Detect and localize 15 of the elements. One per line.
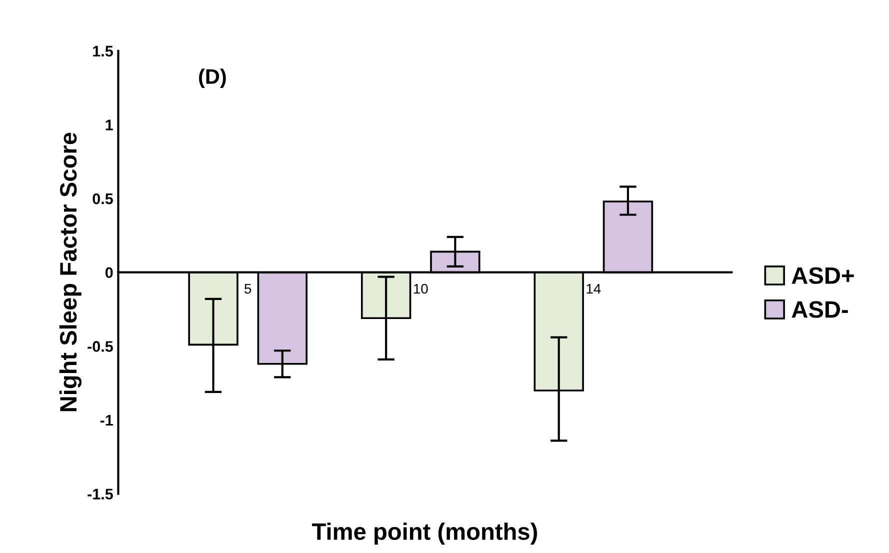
y-tick-label: -0.5 bbox=[88, 341, 113, 352]
y-tick-label: -1 bbox=[100, 415, 113, 426]
y-axis-title: Night Sleep Factor Score bbox=[59, 132, 82, 412]
y-tick-label: 0.5 bbox=[92, 193, 113, 204]
text: (D) bbox=[199, 68, 226, 88]
legend-label: ASD+ bbox=[792, 267, 854, 284]
x-tick-label: 10 bbox=[414, 284, 428, 294]
y-tick-label: 0 bbox=[105, 267, 113, 278]
x-axis-title: Time point (months) bbox=[312, 522, 538, 545]
x-tick-label: 14 bbox=[586, 284, 601, 294]
y-tick-label: -1.5 bbox=[88, 488, 113, 500]
y-tick-label: 1 bbox=[106, 120, 113, 130]
y-tick-label: 1.5 bbox=[93, 46, 113, 57]
legend-label: ASD- bbox=[792, 301, 848, 318]
x-tick-label: 5 bbox=[244, 284, 252, 294]
